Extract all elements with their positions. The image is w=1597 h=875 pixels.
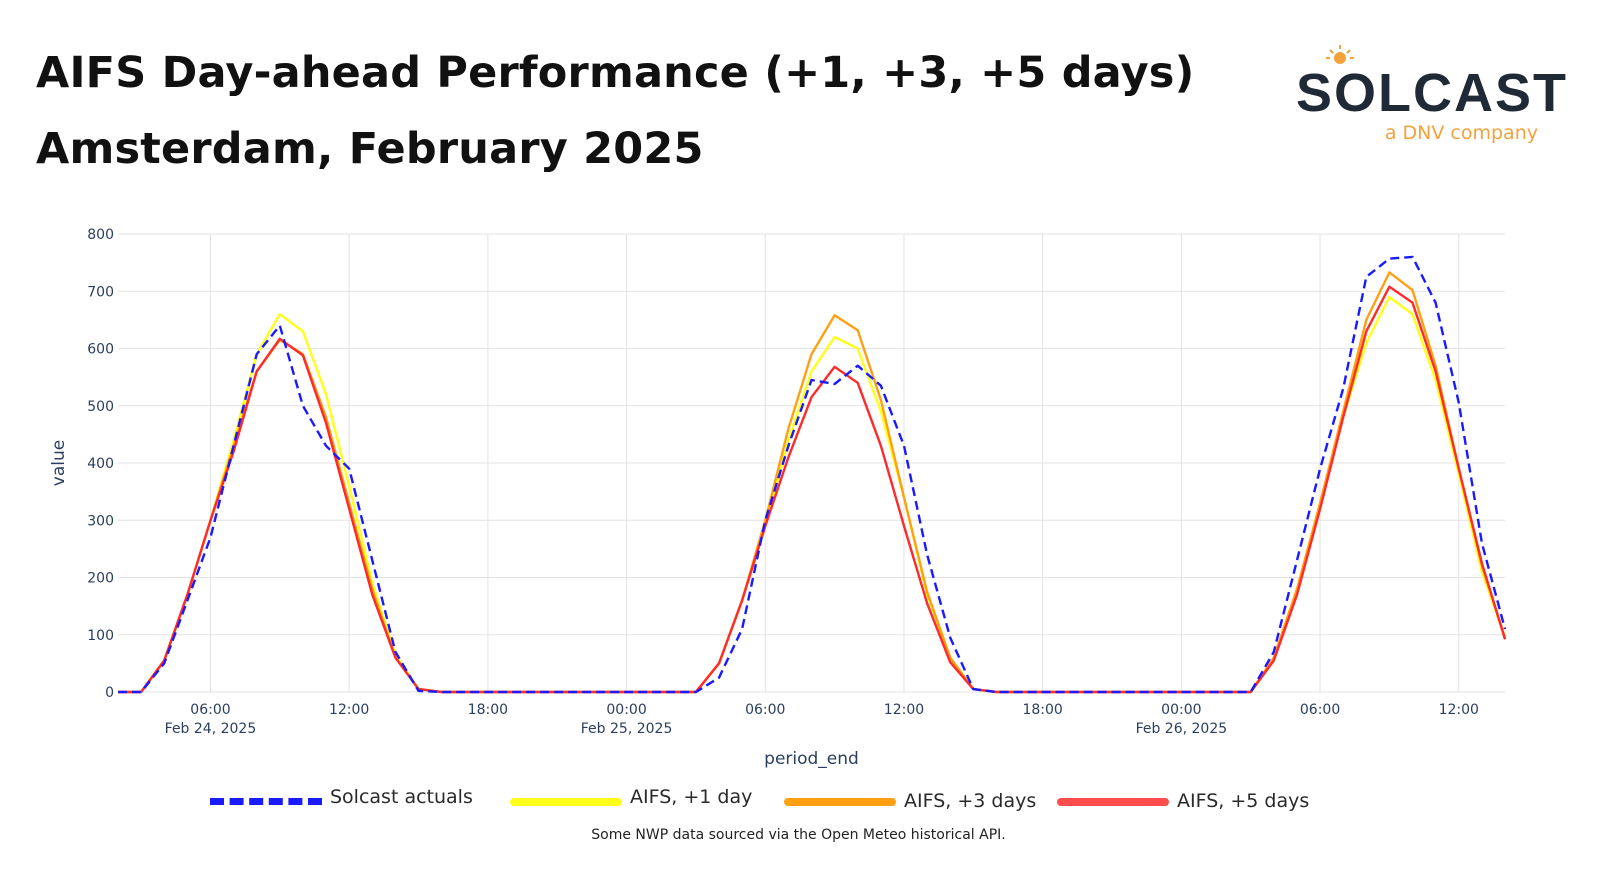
x-tick-label: 00:00 bbox=[606, 702, 646, 718]
y-tick-label: 200 bbox=[87, 571, 114, 587]
solcast-logo: SOLCAST a DNV company bbox=[1296, 40, 1566, 150]
y-tick-label: 800 bbox=[87, 227, 114, 243]
legend-label: Solcast actuals bbox=[330, 786, 473, 808]
logo-wordmark: SOLCAST bbox=[1296, 63, 1569, 123]
chart-title-line-2: Amsterdam, February 2025 bbox=[36, 124, 704, 174]
x-axis-title: period_end bbox=[764, 749, 859, 769]
chart-grid bbox=[118, 233, 1505, 693]
sun-icon bbox=[1326, 45, 1354, 64]
series-line-aifs-3-days bbox=[118, 271, 1507, 694]
line-chart: 0 100 200 300 400 500 600 700 800 06:00 Feb 24, 2… bbox=[49, 227, 1507, 769]
x-tick-label: 06:00 bbox=[745, 702, 785, 718]
legend-label: AIFS, +3 days bbox=[904, 790, 1037, 812]
y-tick-label: 300 bbox=[87, 513, 114, 529]
chart-series bbox=[118, 255, 1507, 694]
x-tick-label: 06:00 bbox=[190, 702, 230, 718]
x-tick-label: 06:00 bbox=[1300, 702, 1340, 718]
y-tick-label: 400 bbox=[87, 456, 114, 472]
chart-legend: Solcast actuals AIFS, +1 day AIFS, +3 da… bbox=[210, 784, 1410, 824]
legend-label: AIFS, +5 days bbox=[1177, 790, 1310, 812]
legend-swatch bbox=[1057, 798, 1169, 806]
y-tick-label: 700 bbox=[87, 284, 114, 300]
y-tick-label: 600 bbox=[87, 342, 114, 358]
x-tick-date-label: Feb 26, 2025 bbox=[1136, 721, 1228, 737]
legend-swatch bbox=[210, 798, 322, 805]
x-tick-label: 00:00 bbox=[1161, 702, 1201, 718]
series-line-aifs-5-days bbox=[118, 285, 1507, 694]
legend-label: AIFS, +1 day bbox=[630, 786, 753, 808]
x-tick-date-label: Feb 24, 2025 bbox=[165, 721, 257, 737]
y-tick-label: 500 bbox=[87, 399, 114, 415]
x-tick-label: 12:00 bbox=[1439, 702, 1479, 718]
y-tick-label: 100 bbox=[87, 628, 114, 644]
x-tick-label: 12:00 bbox=[329, 702, 369, 718]
x-tick-label: 12:00 bbox=[884, 702, 924, 718]
footnote: Some NWP data sourced via the Open Meteo… bbox=[591, 827, 1006, 843]
legend-swatch bbox=[784, 798, 896, 806]
chart-title-line-1: AIFS Day-ahead Performance (+1, +3, +5 d… bbox=[36, 48, 1195, 98]
logo-tagline: a DNV company bbox=[1384, 122, 1538, 144]
x-axis-ticks: 06:00 Feb 24, 2025 12:00 18:00 00:00 Feb 25, … bbox=[165, 702, 1479, 737]
y-axis-title: value bbox=[49, 440, 69, 486]
x-tick-label: 18:00 bbox=[1022, 702, 1062, 718]
x-tick-date-label: Feb 25, 2025 bbox=[581, 721, 673, 737]
legend-swatch bbox=[510, 798, 622, 806]
series-line-solcast-actuals bbox=[118, 255, 1507, 694]
y-axis-ticks: 0 100 200 300 400 500 600 700 800 bbox=[87, 227, 114, 701]
x-tick-label: 18:00 bbox=[468, 702, 508, 718]
y-tick-label: 0 bbox=[105, 685, 114, 701]
